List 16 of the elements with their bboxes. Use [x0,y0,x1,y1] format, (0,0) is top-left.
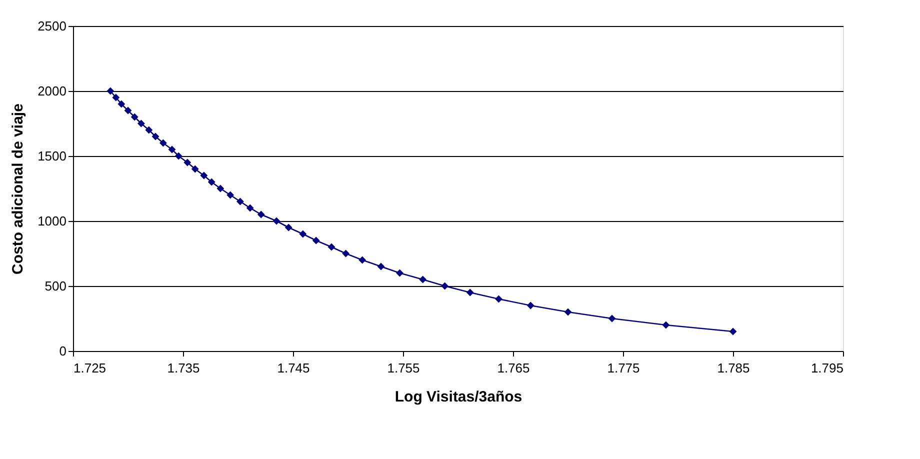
y-tick-label: 2000 [38,84,66,98]
y-tick-label: 2500 [38,18,66,34]
x-tick-label: 1.745 [277,360,310,376]
y-axis-title: Costo adicional de viaje [10,104,27,274]
y-tick-label: 500 [44,278,66,294]
x-axis-title: Log Visitas/3años [394,388,522,406]
y-tick-label: 0 [59,344,66,358]
x-tick-label: 1.795 [810,360,844,376]
y-tick-label: 1000 [38,214,66,228]
y-tick-label: 1500 [38,148,66,164]
x-tick-label: 1.755 [387,360,420,376]
x-tick-label: 1.765 [497,360,530,376]
x-tick-label: 1.725 [74,360,106,376]
x-tick-label: 1.775 [607,360,640,376]
x-tick-label: 1.785 [717,360,750,376]
x-tick-label: 1.735 [167,360,200,376]
